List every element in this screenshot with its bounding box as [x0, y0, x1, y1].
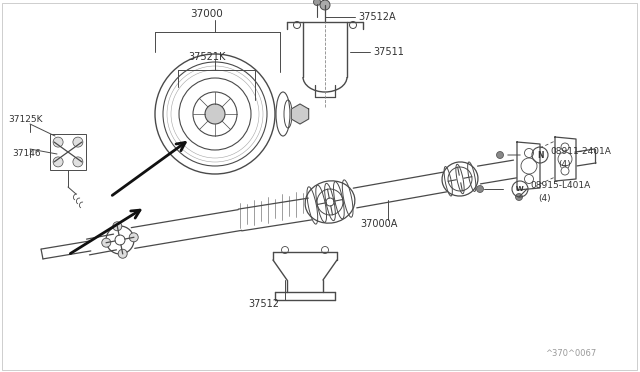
Circle shape — [205, 104, 225, 124]
Circle shape — [118, 249, 127, 258]
Polygon shape — [291, 104, 308, 124]
Circle shape — [53, 157, 63, 167]
Circle shape — [477, 186, 483, 192]
Circle shape — [113, 222, 122, 231]
Text: 37000: 37000 — [190, 9, 223, 19]
Circle shape — [314, 0, 321, 6]
Circle shape — [73, 137, 83, 147]
Text: (4): (4) — [538, 195, 550, 203]
Text: ^370^0067: ^370^0067 — [545, 350, 596, 359]
Circle shape — [102, 238, 111, 247]
Text: W: W — [516, 186, 524, 192]
Text: 37512: 37512 — [248, 299, 279, 309]
Text: 37146: 37146 — [12, 150, 40, 158]
Text: 37511: 37511 — [373, 47, 404, 57]
Text: N: N — [537, 151, 543, 160]
Circle shape — [73, 157, 83, 167]
Circle shape — [129, 233, 138, 242]
Bar — [50, 134, 86, 170]
Circle shape — [320, 0, 330, 10]
Circle shape — [53, 137, 63, 147]
Text: 37512A: 37512A — [358, 12, 396, 22]
Text: 37521K: 37521K — [188, 52, 225, 62]
Text: 37000A: 37000A — [360, 219, 397, 229]
Text: 08915-L401A: 08915-L401A — [530, 182, 590, 190]
Text: (4): (4) — [558, 160, 571, 170]
Circle shape — [515, 193, 522, 201]
Circle shape — [497, 151, 504, 158]
Text: 37125K: 37125K — [8, 115, 42, 125]
Text: 08911-2401A: 08911-2401A — [550, 148, 611, 157]
